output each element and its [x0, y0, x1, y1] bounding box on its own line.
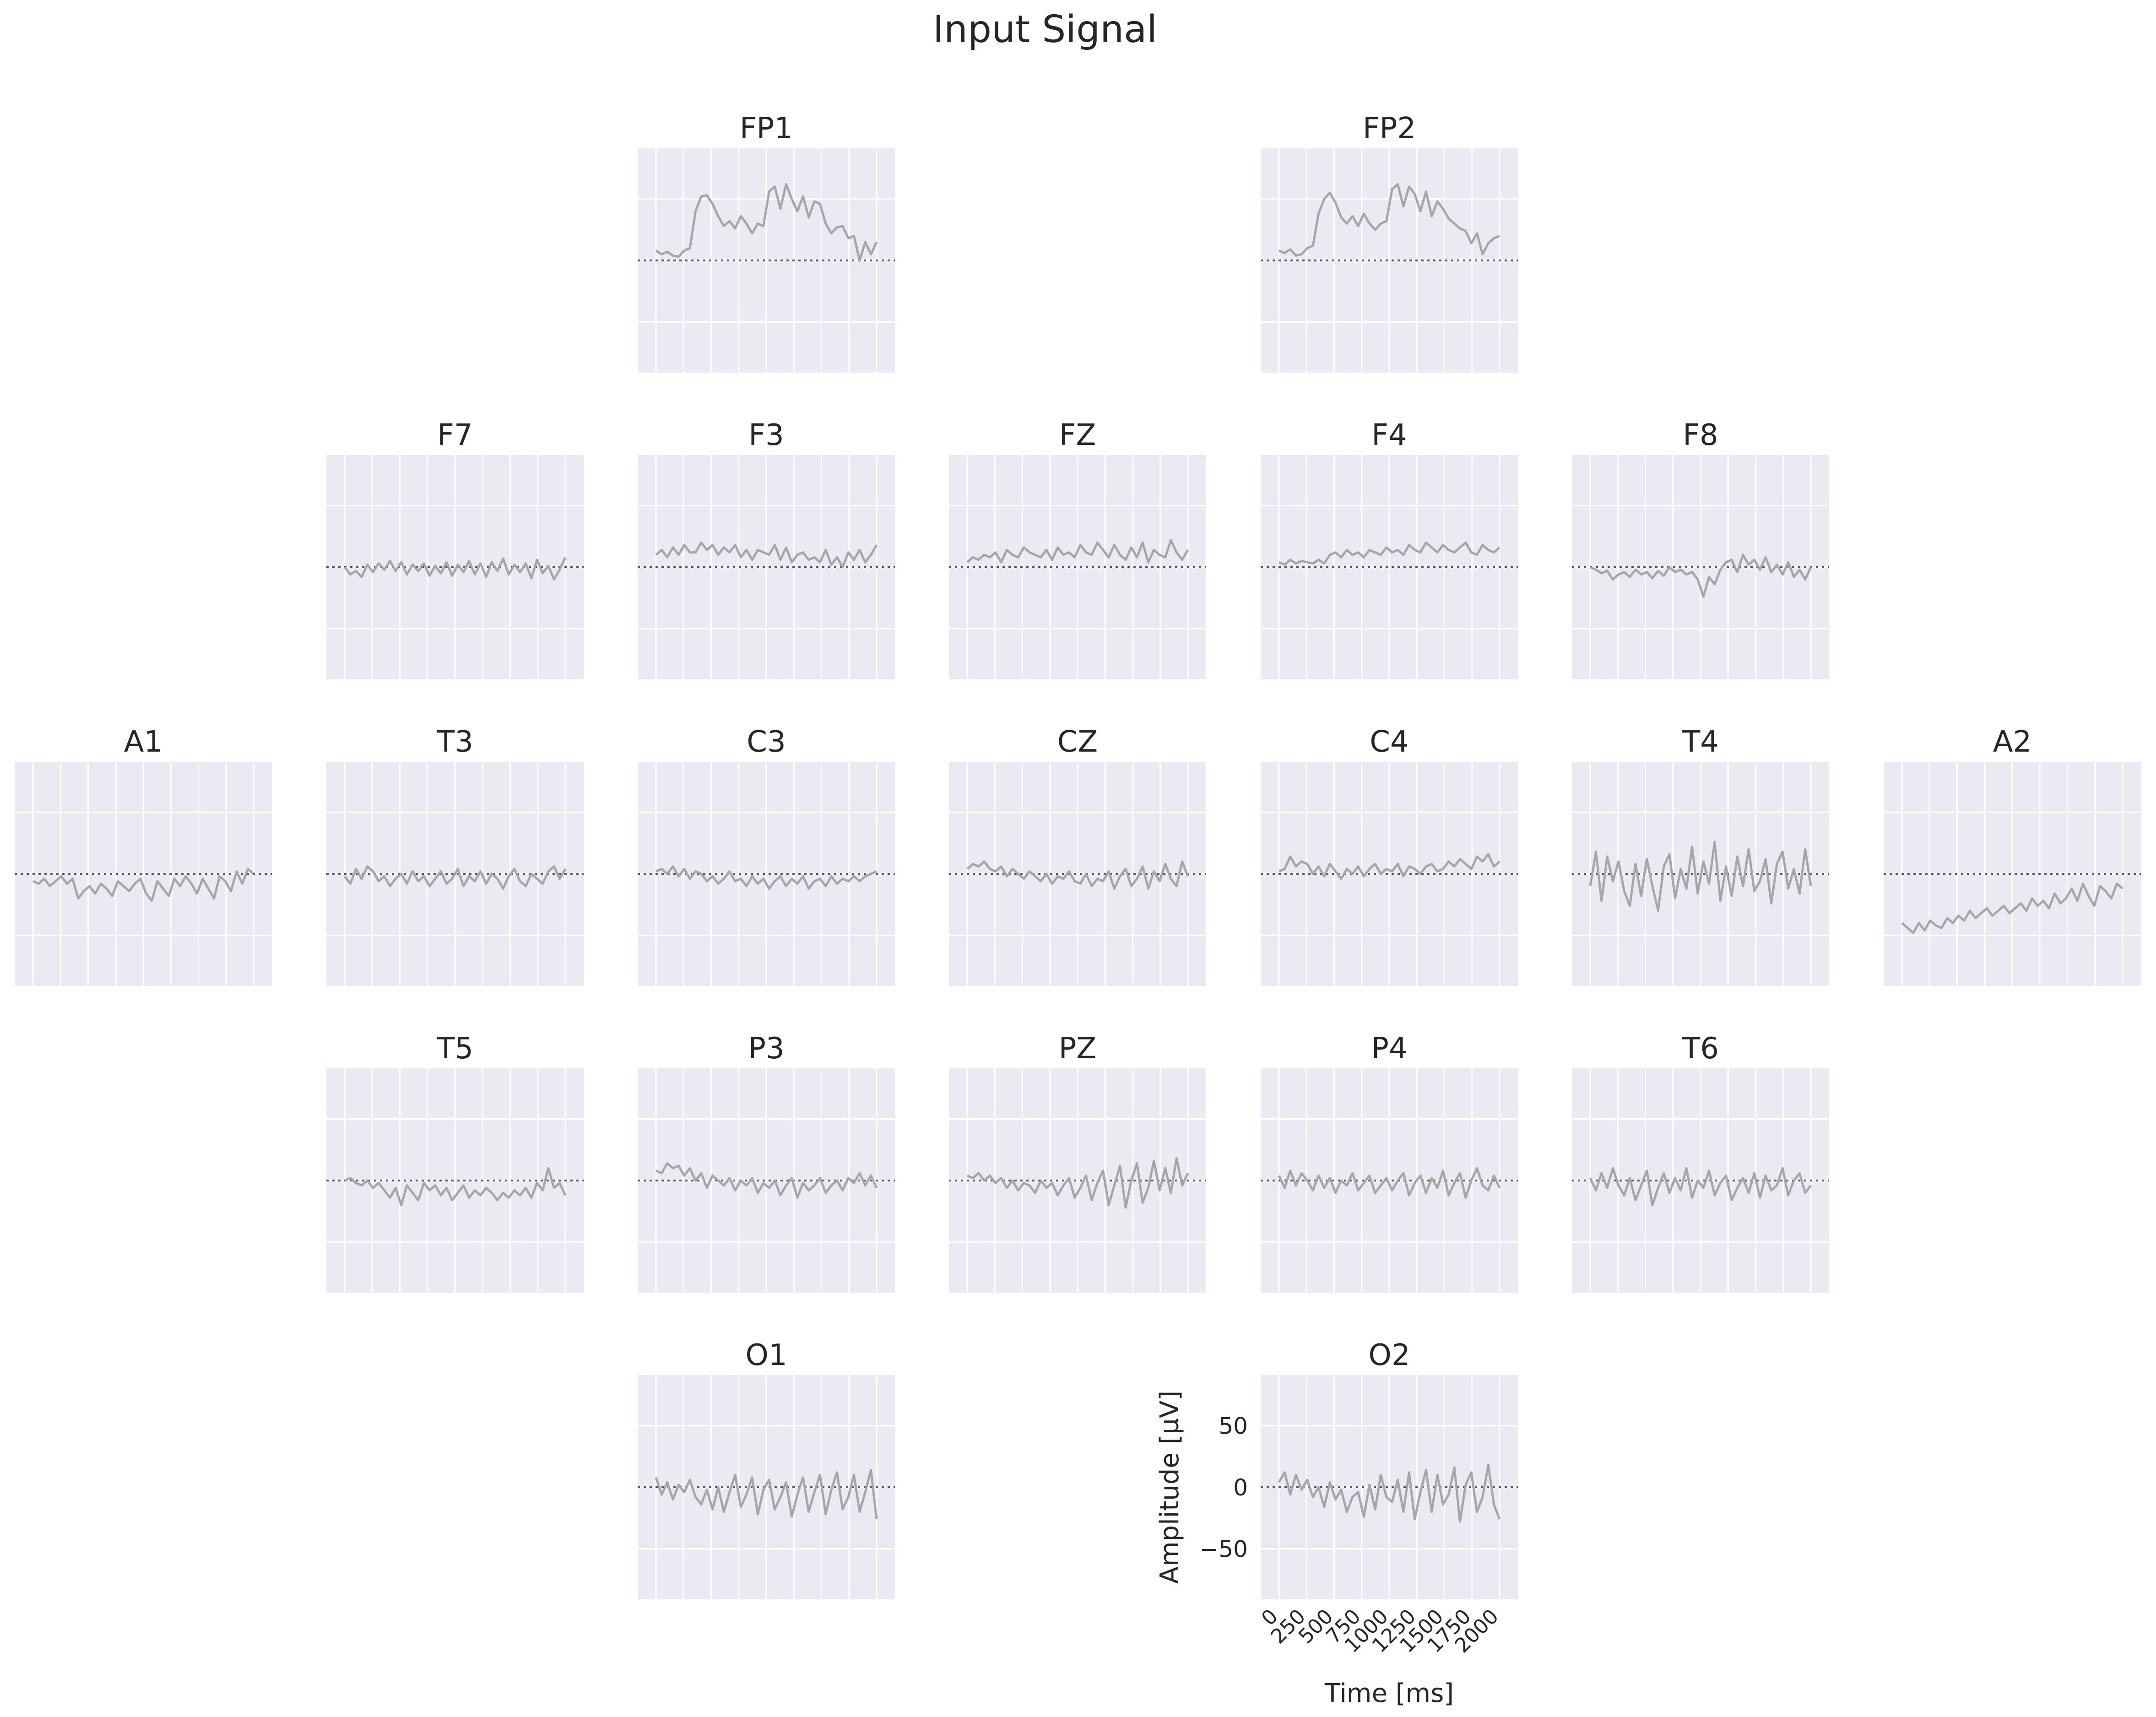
channel-panel-cz: CZ — [949, 725, 1206, 986]
signal-line-o1 — [655, 1468, 878, 1520]
x-axis-label: Time [ms] — [1324, 1679, 1454, 1708]
channel-panel-t3: T3 — [326, 725, 584, 986]
signal-line-f7 — [344, 557, 567, 581]
channel-panel-c4: C4 — [1261, 725, 1518, 986]
channel-title: T6 — [1682, 1032, 1719, 1066]
panels-group: FP1 FP2 F7 F3 FZ F4 F8 A1 T3 C3 CZ C4 T4 A2 T5 P3 PZ P4 T6… — [15, 112, 2141, 1708]
channel-title: T3 — [436, 725, 473, 759]
y-axis-label: Amplitude [µV] — [1155, 1391, 1185, 1584]
signal-line-t6 — [1589, 1167, 1812, 1207]
y-tick-label: 50 — [1219, 1413, 1248, 1440]
channel-panel-p4: P4 — [1261, 1032, 1518, 1293]
signal-line-fp1 — [655, 183, 878, 262]
signal-line-p4 — [1278, 1167, 1501, 1199]
signal-line-f4 — [1278, 541, 1501, 566]
channel-title: C4 — [1370, 725, 1408, 759]
signal-line-pz — [967, 1157, 1189, 1209]
channel-title: FP2 — [1363, 112, 1416, 146]
channel-panel-c3: C3 — [638, 725, 895, 986]
signal-line-t4 — [1589, 840, 1812, 912]
y-tick-label: −50 — [1199, 1536, 1248, 1562]
channel-title: FZ — [1059, 418, 1096, 452]
channel-title: FP1 — [740, 112, 793, 146]
channel-title: O2 — [1368, 1338, 1410, 1372]
signal-line-t3 — [344, 865, 567, 890]
signal-line-f8 — [1590, 553, 1812, 598]
channel-title: O1 — [745, 1338, 787, 1372]
figure-title: Input Signal — [933, 8, 1157, 51]
signal-line-c4 — [1278, 853, 1501, 880]
channel-title: C3 — [747, 725, 785, 759]
channel-title: A1 — [124, 725, 163, 759]
channel-panel-f3: F3 — [638, 418, 895, 679]
channel-title: P4 — [1371, 1032, 1407, 1066]
channel-panel-t4: T4 — [1572, 725, 1829, 986]
channel-title: F7 — [437, 418, 473, 452]
channel-panel-f4: F4 — [1261, 418, 1518, 679]
signal-line-fz — [966, 539, 1189, 563]
channel-title: T5 — [436, 1032, 473, 1066]
channel-panel-a1: A1 — [15, 725, 272, 986]
channel-panel-o1: O1 — [638, 1338, 895, 1599]
signal-line-c3 — [655, 865, 877, 890]
channel-title: F4 — [1371, 418, 1407, 452]
channel-panel-fp1: FP1 — [638, 112, 895, 373]
channel-title: CZ — [1057, 725, 1098, 759]
channel-panel-pz: PZ — [949, 1032, 1206, 1293]
channel-title: T4 — [1682, 725, 1719, 759]
channel-panel-t5: T5 — [326, 1032, 584, 1293]
channel-panel-fz: FZ — [949, 418, 1206, 679]
signal-line-a1 — [33, 867, 255, 902]
signal-line-fp2 — [1278, 183, 1500, 257]
channel-panel-fp2: FP2 — [1261, 112, 1518, 373]
channel-panel-a2: A2 — [1884, 725, 2141, 986]
channel-title: A2 — [1993, 725, 2032, 759]
channel-panel-f7: F7 — [326, 418, 584, 679]
signal-line-t5 — [344, 1167, 567, 1207]
signal-line-o2 — [1278, 1464, 1501, 1523]
channel-title: F8 — [1683, 418, 1718, 452]
channel-title: F3 — [748, 418, 784, 452]
channel-panel-o2: O2−50050025050075010001250150017502000Ti… — [1155, 1338, 1518, 1708]
signal-line-a2 — [1901, 883, 2123, 934]
signal-line-f3 — [655, 541, 878, 569]
channel-panel-f8: F8 — [1572, 418, 1829, 679]
signal-line-p3 — [655, 1162, 878, 1199]
channel-panel-t6: T6 — [1572, 1032, 1829, 1293]
signal-line-cz — [966, 860, 1189, 890]
channel-panel-p3: P3 — [638, 1032, 895, 1293]
y-tick-label: 0 — [1233, 1474, 1248, 1501]
channel-title: PZ — [1059, 1032, 1096, 1066]
channel-title: P3 — [748, 1032, 784, 1066]
